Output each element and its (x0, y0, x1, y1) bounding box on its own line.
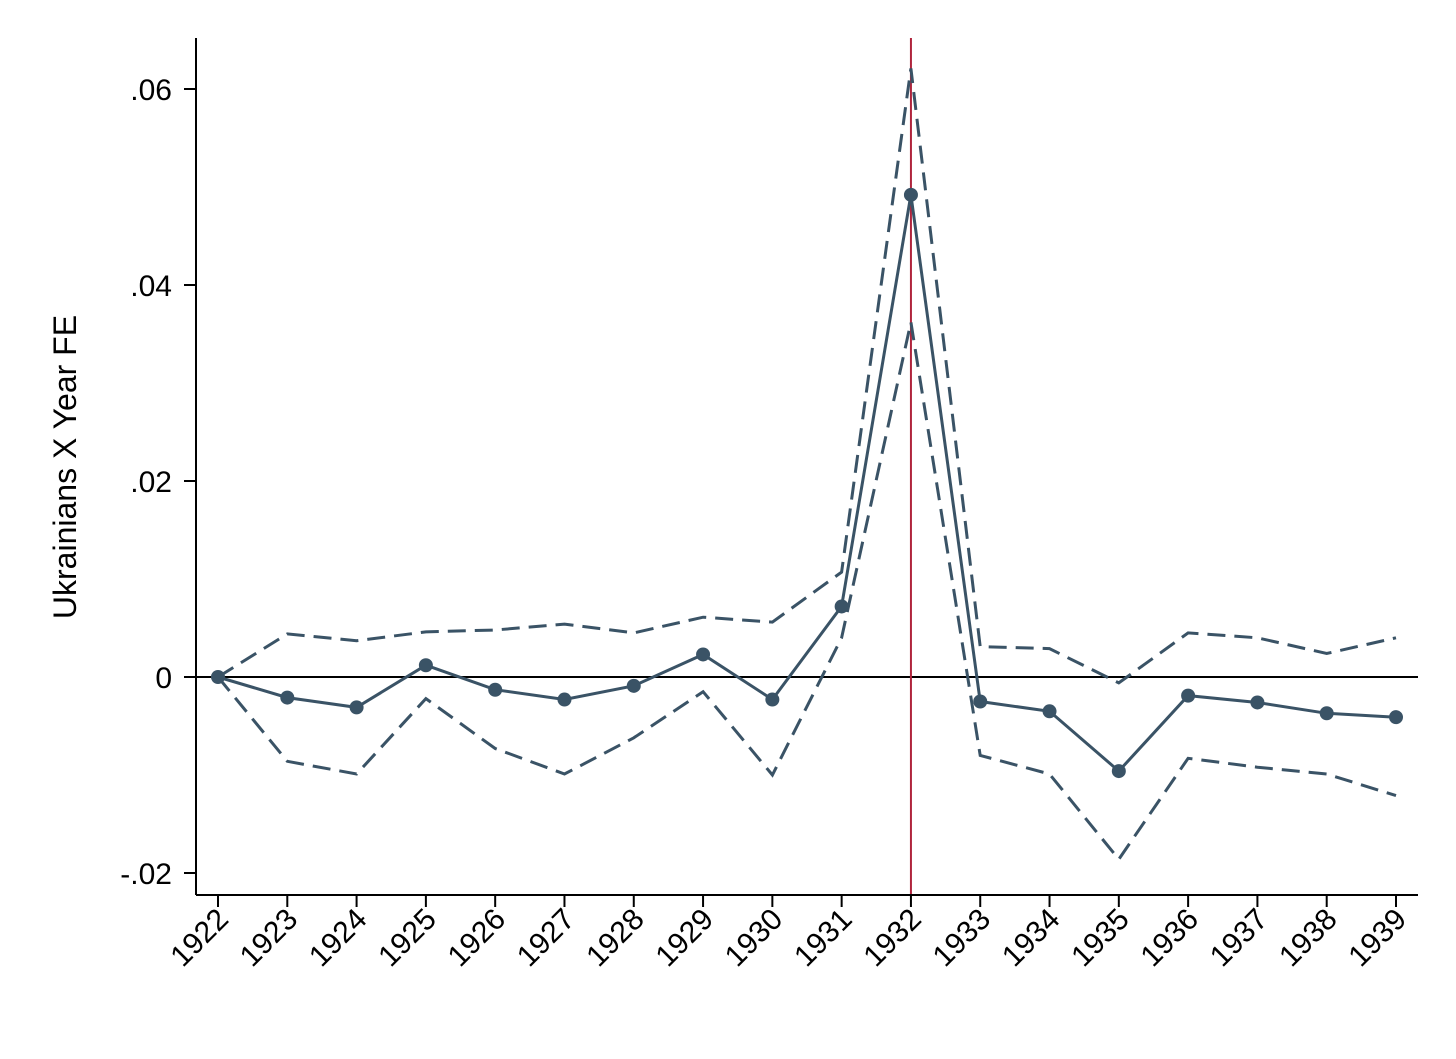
y-tick-label: .02 (130, 466, 172, 499)
axes: -.02 0 .02 .04 .06 1922192319241925192619271… (120, 38, 1418, 973)
y-axis-ticks: -.02 0 .02 .04 .06 (120, 74, 196, 891)
data-point-1936 (1181, 688, 1196, 703)
data-point-1939 (1389, 710, 1403, 725)
data-point-1929 (696, 647, 711, 662)
data-point-1935 (1111, 764, 1126, 779)
data-point-1924 (349, 700, 364, 715)
y-axis-title: Ukrainians X Year FE (47, 315, 83, 619)
plot-area (196, 38, 1418, 895)
data-point-1923 (280, 690, 295, 705)
y-tick-label: .06 (130, 74, 172, 107)
data-point-1922 (211, 670, 225, 684)
data-point-1934 (1042, 704, 1057, 719)
y-tick-label: 0 (155, 662, 172, 695)
series-layer (216, 68, 1397, 862)
marker-layer (211, 187, 1403, 779)
y-tick-label: .04 (130, 270, 172, 303)
data-point-1930 (765, 692, 780, 707)
series-line-lower-ci (216, 321, 1397, 862)
data-point-1925 (418, 658, 433, 673)
data-point-1933 (973, 694, 988, 709)
data-point-1928 (626, 678, 641, 693)
data-point-1927 (557, 692, 572, 707)
data-point-1937 (1250, 695, 1265, 710)
reference-lines (196, 38, 1418, 895)
data-point-1931 (834, 599, 849, 614)
data-point-1938 (1319, 706, 1334, 721)
data-point-1932 (903, 187, 918, 202)
series-line-estimate (217, 194, 1397, 774)
y-tick-label: -.02 (120, 858, 172, 891)
data-point-1926 (488, 682, 503, 697)
x-axis-ticks: 1922192319241925192619271928192919301931… (164, 895, 1413, 973)
